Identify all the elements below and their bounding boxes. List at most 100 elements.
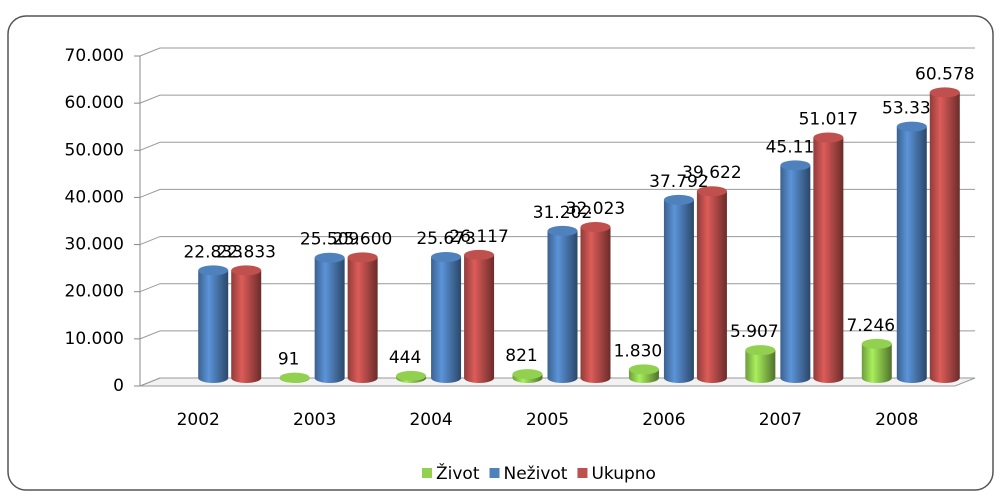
bar-top	[198, 265, 229, 276]
bar-top	[780, 160, 811, 171]
bar-top	[512, 369, 543, 380]
bar	[431, 251, 462, 383]
bar-body	[464, 254, 495, 383]
bar-body	[231, 270, 262, 383]
bar	[745, 345, 776, 383]
bar	[813, 132, 844, 383]
x-tick-label: 2007	[759, 410, 802, 430]
value-label: 26.117	[449, 227, 508, 247]
bar-top	[580, 222, 611, 233]
bar	[896, 121, 927, 384]
bar	[279, 372, 310, 383]
grid-line	[139, 47, 975, 57]
value-label: 91	[278, 350, 300, 370]
bar	[314, 252, 345, 383]
bar	[547, 225, 578, 383]
bar	[861, 338, 892, 383]
value-label: 5.907	[730, 322, 779, 342]
bar-body	[745, 350, 776, 383]
bar	[663, 194, 694, 383]
x-tick-label: 2003	[293, 410, 336, 430]
bar-top	[813, 132, 844, 143]
x-tick-label: 2008	[875, 410, 918, 430]
bar-body	[431, 256, 462, 383]
bar-top	[431, 251, 462, 262]
value-label: 25.600	[333, 229, 392, 249]
bar-top	[861, 338, 892, 349]
y-tick-label: 30.000	[65, 235, 124, 255]
bar-top	[896, 121, 927, 132]
bar-top	[929, 87, 960, 98]
bar-top	[547, 225, 578, 236]
grid-line	[139, 94, 975, 104]
value-label: 31.202	[533, 203, 592, 223]
chart-border	[7, 15, 994, 491]
bar-body	[347, 257, 378, 383]
y-tick-label: 40.000	[65, 187, 124, 207]
value-label: 7.246	[846, 316, 895, 336]
x-tick-label: 2004	[409, 410, 452, 430]
x-tick-label: 2005	[526, 410, 569, 430]
bar-body	[861, 343, 892, 383]
y-tick-label: 70.000	[65, 46, 124, 66]
bar-top	[231, 265, 262, 276]
bar-body	[929, 92, 960, 383]
value-label: 22.833	[216, 242, 275, 262]
value-label: 32.023	[566, 199, 625, 219]
value-label: 25.673	[416, 229, 475, 249]
bar-top	[464, 249, 495, 260]
bar	[396, 370, 427, 383]
bar-top	[745, 345, 776, 356]
legend-swatch	[577, 468, 588, 478]
value-label: 37.792	[649, 172, 708, 192]
y-tick-label: 0	[113, 376, 124, 396]
bar-body	[314, 257, 345, 383]
bar	[231, 265, 262, 383]
y-tick-label: 20.000	[65, 282, 124, 302]
value-label: 39.622	[682, 163, 741, 183]
value-label: 60.578	[915, 64, 974, 84]
value-label: 53.332	[882, 99, 941, 119]
bar	[780, 160, 811, 383]
value-label: 22.833	[183, 242, 242, 262]
bar	[464, 249, 495, 383]
legend-swatch	[489, 468, 500, 478]
y-tick-label: 50.000	[65, 140, 124, 160]
legend-label: Ukupno	[591, 464, 656, 484]
y-tick-label: 10.000	[65, 329, 124, 349]
bar	[580, 222, 611, 383]
bar-top	[628, 364, 659, 375]
bar-top	[663, 194, 694, 205]
value-label: 444	[389, 348, 421, 368]
bar-body	[198, 270, 229, 383]
value-label: 25.509	[300, 230, 359, 250]
bar-body	[696, 191, 727, 383]
bar-body	[663, 199, 694, 383]
value-label: 821	[505, 346, 537, 366]
bar	[347, 252, 378, 383]
x-tick-label: 2002	[177, 410, 220, 430]
value-label: 51.017	[799, 109, 858, 129]
legend-swatch	[422, 468, 432, 478]
bar-body	[780, 165, 811, 383]
value-label: 45.110	[766, 137, 825, 157]
grid-line	[139, 141, 975, 151]
legend-label: Neživot	[504, 464, 568, 484]
bar-body	[896, 126, 927, 384]
bar-body	[813, 137, 844, 383]
bar	[696, 186, 727, 383]
y-tick-label: 60.000	[65, 93, 124, 113]
bar	[628, 364, 659, 383]
bar	[198, 265, 229, 383]
value-label: 1.830	[614, 341, 663, 361]
bar-top	[347, 252, 378, 263]
bar-top	[696, 186, 727, 197]
bar	[512, 369, 543, 383]
bar-body	[580, 227, 611, 383]
bar-body	[547, 230, 578, 383]
x-tick-label: 2006	[642, 410, 685, 430]
bar	[929, 87, 960, 383]
legend-label: Život	[436, 462, 480, 484]
bar-top	[396, 370, 427, 381]
